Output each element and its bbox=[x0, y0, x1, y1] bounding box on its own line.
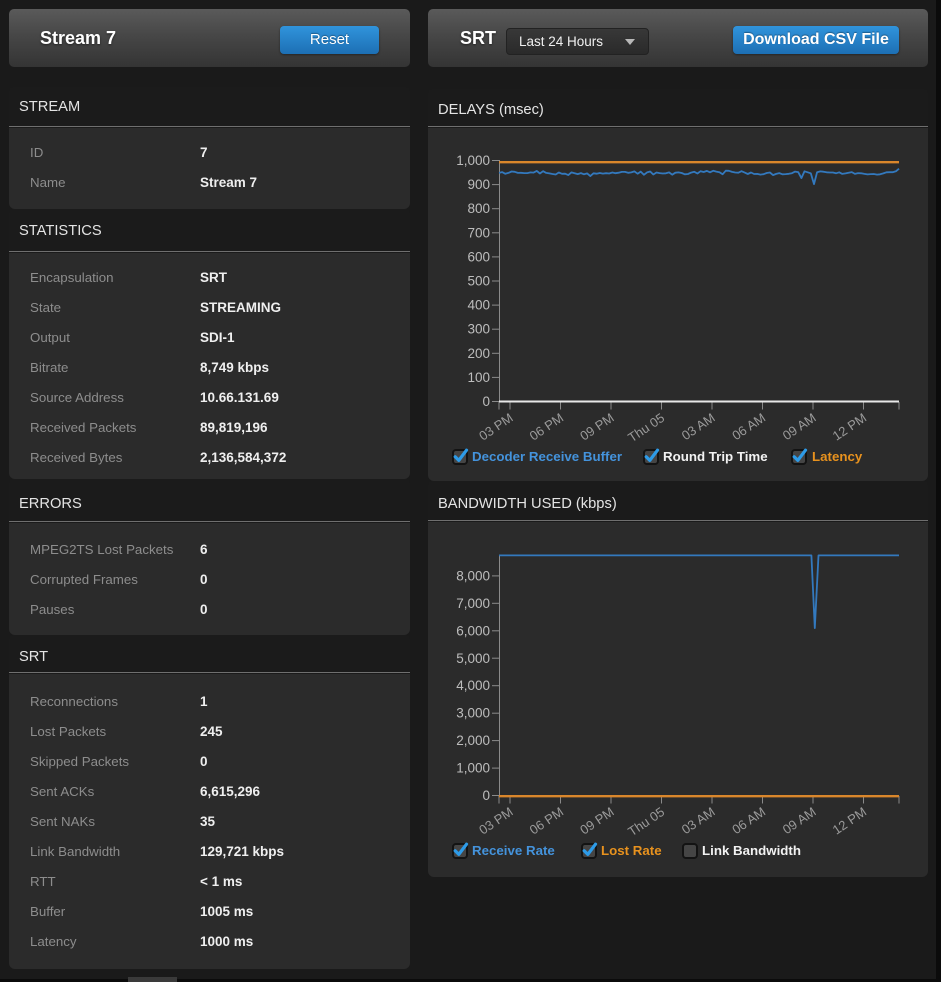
svg-text:600: 600 bbox=[467, 249, 490, 264]
svg-text:800: 800 bbox=[467, 201, 490, 216]
svg-text:09 PM: 09 PM bbox=[577, 410, 617, 443]
svg-text:300: 300 bbox=[467, 322, 490, 337]
svg-text:6,000: 6,000 bbox=[456, 623, 490, 638]
svg-text:200: 200 bbox=[467, 346, 490, 361]
svg-text:06 PM: 06 PM bbox=[527, 410, 567, 443]
svg-text:Thu 05: Thu 05 bbox=[625, 410, 667, 445]
svg-text:100: 100 bbox=[467, 370, 490, 385]
svg-text:06 PM: 06 PM bbox=[527, 804, 567, 837]
svg-text:1,000: 1,000 bbox=[456, 153, 490, 168]
svg-text:4,000: 4,000 bbox=[456, 678, 490, 693]
svg-text:12 PM: 12 PM bbox=[830, 804, 870, 837]
svg-text:1,000: 1,000 bbox=[456, 761, 490, 776]
svg-text:03 PM: 03 PM bbox=[476, 804, 516, 837]
svg-text:7,000: 7,000 bbox=[456, 596, 490, 611]
svg-text:09 AM: 09 AM bbox=[780, 410, 819, 443]
svg-text:500: 500 bbox=[467, 274, 490, 289]
svg-text:Thu 05: Thu 05 bbox=[625, 804, 667, 839]
svg-text:03 AM: 03 AM bbox=[679, 410, 718, 443]
svg-text:3,000: 3,000 bbox=[456, 706, 490, 721]
svg-text:09 AM: 09 AM bbox=[780, 804, 819, 837]
svg-text:5,000: 5,000 bbox=[456, 651, 490, 666]
svg-text:09 PM: 09 PM bbox=[577, 804, 617, 837]
svg-text:0: 0 bbox=[482, 394, 490, 409]
svg-text:400: 400 bbox=[467, 298, 490, 313]
svg-text:900: 900 bbox=[467, 177, 490, 192]
svg-text:8,000: 8,000 bbox=[456, 568, 490, 583]
svg-text:2,000: 2,000 bbox=[456, 733, 490, 748]
svg-text:03 PM: 03 PM bbox=[476, 410, 516, 443]
svg-text:06 AM: 06 AM bbox=[729, 804, 768, 837]
svg-text:0: 0 bbox=[482, 788, 490, 803]
svg-text:06 AM: 06 AM bbox=[729, 410, 768, 443]
svg-text:03 AM: 03 AM bbox=[679, 804, 718, 837]
svg-text:700: 700 bbox=[467, 225, 490, 240]
svg-text:12 PM: 12 PM bbox=[830, 410, 870, 443]
